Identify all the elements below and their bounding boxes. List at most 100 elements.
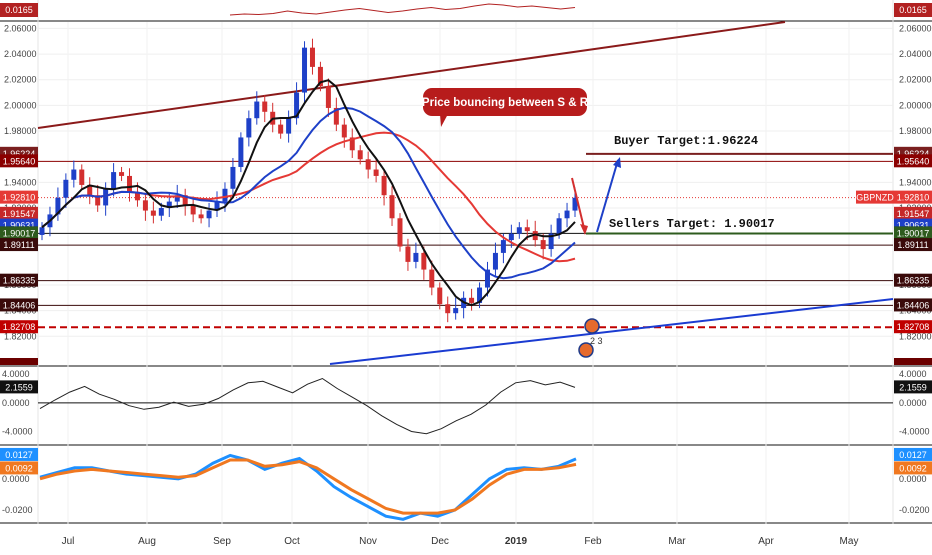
callout-background (423, 88, 587, 116)
macd-pane (39, 453, 577, 521)
candle-body (286, 118, 292, 134)
price-level-badge (0, 206, 38, 220)
macd-badge (894, 447, 932, 461)
candle-body (254, 101, 260, 119)
oscillator-badge-text: 2.1559 (5, 382, 33, 392)
left-y-tick-label: 2.06000 (4, 23, 37, 33)
oscillator-tick-label: 0.0000 (2, 398, 30, 408)
callout-bubble[interactable]: Price bouncing between S & R (422, 88, 589, 127)
candle-body (222, 188, 228, 202)
right-y-tick-label: 2.06000 (899, 23, 932, 33)
candle-body (55, 197, 61, 215)
candle-body (79, 169, 85, 185)
callout-pointer (440, 114, 448, 127)
price-level-badge-text: 1.92810 (897, 193, 930, 203)
x-tick-label: Dec (431, 536, 449, 547)
x-tick-label: Jul (62, 536, 75, 547)
down-arrowhead (580, 224, 588, 235)
candle-body (469, 297, 475, 303)
price-level-badge-text: 1.90017 (3, 228, 36, 238)
price-level-badge (0, 154, 38, 168)
price-level-badge-text: 1.82708 (3, 322, 36, 332)
right-y-tick-label: 1.98000 (899, 126, 932, 136)
top-indicator-line (229, 3, 576, 16)
symbol-badge (856, 190, 894, 204)
candle-body (564, 210, 570, 219)
price-level-badge (894, 238, 932, 252)
candle-body (95, 195, 101, 206)
price-level-badge-text: 1.96224 (3, 149, 36, 159)
candle-body (39, 227, 45, 235)
candle-body (158, 208, 164, 216)
price-level-badge-text: 1.92810 (3, 193, 36, 203)
candle-body (325, 86, 331, 108)
oscillator-pane (38, 377, 893, 435)
left-y-tick-label: 2.00000 (4, 100, 37, 110)
event-number-label: 2 3 (590, 336, 603, 346)
price-level-badge-text: 1.82708 (897, 322, 930, 332)
candle-body (484, 269, 490, 288)
macd-tick-label: -0.0200 (2, 505, 33, 515)
resistance-trendline (37, 21, 786, 129)
candle-body (309, 47, 315, 67)
x-tick-label: Sep (213, 536, 231, 547)
candle-body (341, 124, 347, 138)
clipped-bottom-badge (894, 358, 932, 365)
price-level-badge-text: 1.90631 (3, 221, 36, 231)
candle-body (262, 101, 268, 112)
signal-line (39, 458, 577, 515)
price-level-badge-text: 1.95640 (897, 156, 930, 166)
candle-body (381, 175, 387, 196)
candle-body (421, 252, 427, 270)
candle-body (333, 107, 339, 125)
price-level-badge-text: 1.84406 (897, 300, 930, 310)
macd-badge-text: 0.0092 (899, 463, 927, 473)
candle-body (71, 169, 77, 180)
candle-body (166, 201, 172, 209)
candle-body (302, 47, 308, 93)
price-level-badge (0, 273, 38, 287)
candles (39, 38, 578, 323)
candle-body (540, 240, 546, 250)
moving-average-black (41, 79, 576, 307)
top-indicator-badge (0, 3, 38, 17)
oscillator-tick-label: 4.0000 (2, 369, 30, 379)
price-level-badge (0, 298, 38, 312)
oscillator-tick-label: 4.0000 (899, 369, 927, 379)
x-tick-label: Mar (668, 536, 686, 547)
x-tick-label: Aug (138, 536, 156, 547)
x-tick-label: May (840, 536, 859, 547)
price-level-badge (0, 226, 38, 240)
price-level-badge-text: 1.86335 (897, 276, 930, 286)
price-level-badge (894, 190, 932, 204)
right-y-tick-label: 2.02000 (899, 75, 932, 85)
oscillator-tick-label: -4.0000 (899, 427, 930, 437)
price-level-badge (0, 190, 38, 204)
macd-badge-text: 0.0127 (899, 450, 927, 460)
candle-body (532, 231, 538, 241)
right-y-tick-label: 2.04000 (899, 49, 932, 59)
macd-badge (0, 461, 38, 475)
candle-body (500, 240, 506, 253)
price-level-badge (894, 206, 932, 220)
macd-badge (0, 447, 38, 461)
macd-badge-text: 0.0092 (5, 463, 33, 473)
x-tick-label: Apr (758, 536, 774, 547)
price-level-badge-text: 1.91547 (3, 209, 36, 219)
candle-body (445, 304, 451, 314)
candle-body (182, 195, 188, 206)
price-level-badge-text: 1.84406 (3, 300, 36, 310)
candle-body (516, 227, 522, 234)
price-level-badge-text: 1.90631 (897, 221, 930, 231)
candle-body (365, 159, 371, 170)
macd-tick-label: -0.0200 (899, 505, 930, 515)
candle-body (437, 287, 443, 305)
candle-body (190, 205, 196, 215)
top-indicator-badge (894, 3, 932, 17)
right-y-tick-label: 2.00000 (899, 100, 932, 110)
candle-body (214, 201, 220, 211)
price-level-badge-text: 1.89111 (3, 240, 34, 250)
